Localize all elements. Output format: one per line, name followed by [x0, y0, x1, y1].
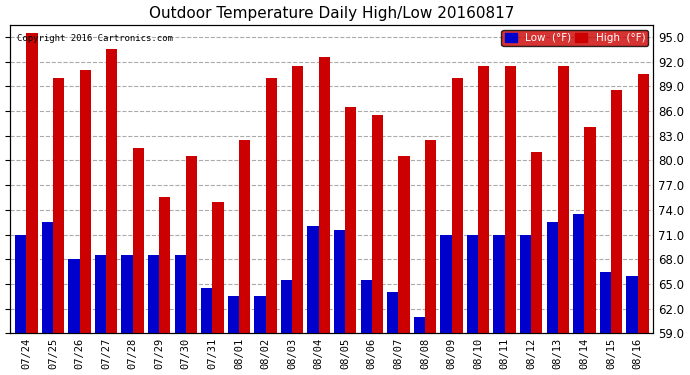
Bar: [425, 140, 436, 333]
Bar: [53, 78, 64, 333]
Bar: [345, 107, 356, 333]
Bar: [79, 70, 90, 333]
Bar: [186, 156, 197, 333]
Bar: [292, 66, 303, 333]
Bar: [451, 78, 463, 333]
Bar: [467, 234, 478, 333]
Bar: [308, 226, 319, 333]
Bar: [573, 214, 584, 333]
Bar: [414, 317, 425, 333]
Bar: [478, 66, 489, 333]
Bar: [281, 280, 292, 333]
Bar: [440, 234, 451, 333]
Bar: [627, 276, 638, 333]
Bar: [558, 66, 569, 333]
Bar: [638, 74, 649, 333]
Bar: [106, 49, 117, 333]
Bar: [504, 66, 516, 333]
Bar: [121, 255, 132, 333]
Bar: [520, 234, 531, 333]
Bar: [148, 255, 159, 333]
Bar: [255, 296, 266, 333]
Bar: [213, 202, 224, 333]
Bar: [600, 272, 611, 333]
Bar: [42, 222, 53, 333]
Bar: [159, 198, 170, 333]
Bar: [361, 280, 372, 333]
Bar: [95, 255, 106, 333]
Bar: [387, 292, 398, 333]
Bar: [26, 33, 37, 333]
Bar: [175, 255, 186, 333]
Bar: [611, 90, 622, 333]
Bar: [228, 296, 239, 333]
Bar: [584, 128, 595, 333]
Bar: [493, 234, 504, 333]
Title: Outdoor Temperature Daily High/Low 20160817: Outdoor Temperature Daily High/Low 20160…: [149, 6, 515, 21]
Legend: Low  (°F), High  (°F): Low (°F), High (°F): [502, 30, 648, 46]
Bar: [132, 148, 144, 333]
Bar: [531, 152, 542, 333]
Bar: [201, 288, 213, 333]
Bar: [334, 230, 345, 333]
Bar: [319, 57, 330, 333]
Bar: [68, 259, 79, 333]
Bar: [546, 222, 558, 333]
Bar: [239, 140, 250, 333]
Bar: [266, 78, 277, 333]
Text: Copyright 2016 Cartronics.com: Copyright 2016 Cartronics.com: [17, 34, 172, 43]
Bar: [15, 234, 26, 333]
Bar: [398, 156, 410, 333]
Bar: [372, 115, 383, 333]
